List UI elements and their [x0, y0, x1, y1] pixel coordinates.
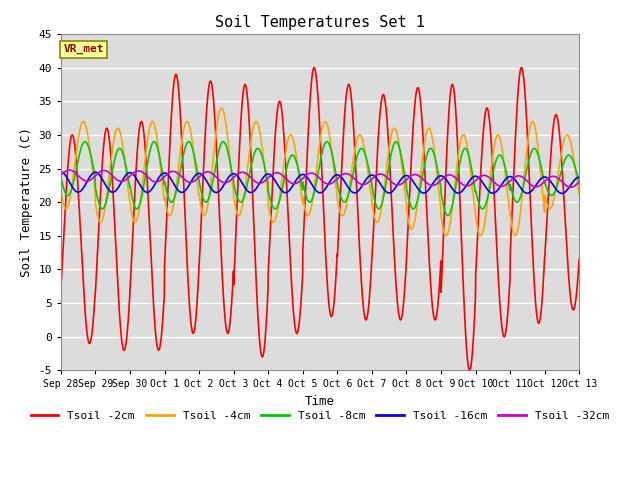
Legend: Tsoil -2cm, Tsoil -4cm, Tsoil -8cm, Tsoil -16cm, Tsoil -32cm: Tsoil -2cm, Tsoil -4cm, Tsoil -8cm, Tsoi…: [26, 407, 614, 425]
X-axis label: Time: Time: [305, 395, 335, 408]
Title: Soil Temperatures Set 1: Soil Temperatures Set 1: [215, 15, 425, 30]
Text: VR_met: VR_met: [63, 44, 104, 54]
Y-axis label: Soil Temperature (C): Soil Temperature (C): [20, 127, 33, 277]
